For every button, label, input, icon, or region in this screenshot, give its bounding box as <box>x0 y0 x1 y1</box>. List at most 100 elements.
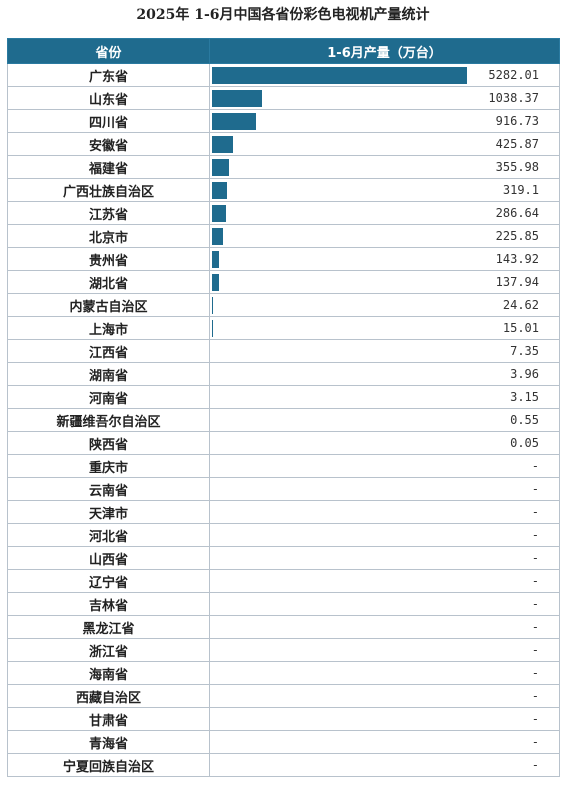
production-cell: - <box>209 753 560 777</box>
table-row: 西藏自治区 - <box>7 684 560 708</box>
table-row: 内蒙古自治区 24.62 <box>7 293 560 317</box>
production-value: 137.94 <box>495 275 539 289</box>
production-value: 319.1 <box>502 183 539 197</box>
production-value: 15.01 <box>502 321 539 335</box>
chart-title: 2025年 1-6月中国各省份彩色电视机产量统计 <box>136 7 430 23</box>
production-value: - <box>531 643 539 657</box>
production-bar <box>212 136 233 153</box>
production-cell: - <box>209 615 560 639</box>
production-value: - <box>531 459 539 473</box>
production-value: - <box>531 505 539 519</box>
province-label: 青海省 <box>7 730 210 754</box>
production-value: 355.98 <box>495 160 539 174</box>
province-label: 北京市 <box>7 224 210 248</box>
production-cell: - <box>209 638 560 662</box>
production-value: 916.73 <box>495 114 539 128</box>
table-row: 广西壮族自治区 319.1 <box>7 178 560 202</box>
table-row: 黑龙江省 - <box>7 615 560 639</box>
production-cell: 3.96 <box>209 362 560 386</box>
table-row: 宁夏回族自治区 - <box>7 753 560 777</box>
table-row: 福建省 355.98 <box>7 155 560 179</box>
production-bar <box>212 182 227 199</box>
production-bar <box>212 274 219 291</box>
production-bar <box>212 320 213 337</box>
production-cell: - <box>209 707 560 731</box>
production-value: 24.62 <box>502 298 539 312</box>
production-bar <box>212 67 467 84</box>
table-row: 河北省 - <box>7 523 560 547</box>
province-label: 贵州省 <box>7 247 210 271</box>
table-row: 贵州省 143.92 <box>7 247 560 271</box>
table-row: 江苏省 286.64 <box>7 201 560 225</box>
province-column-header: 省份 <box>7 38 210 64</box>
production-bar <box>212 251 219 268</box>
production-cell: 24.62 <box>209 293 560 317</box>
table-row: 湖南省 3.96 <box>7 362 560 386</box>
production-value: - <box>531 689 539 703</box>
production-cell: 7.35 <box>209 339 560 363</box>
production-cell: 225.85 <box>209 224 560 248</box>
production-value: - <box>531 712 539 726</box>
province-label: 江西省 <box>7 339 210 363</box>
table-row: 甘肃省 - <box>7 707 560 731</box>
table-row: 北京市 225.85 <box>7 224 560 248</box>
production-value: - <box>531 758 539 772</box>
production-value: - <box>531 528 539 542</box>
province-label: 吉林省 <box>7 592 210 616</box>
production-value: 3.15 <box>510 390 539 404</box>
table-row: 新疆维吾尔自治区 0.55 <box>7 408 560 432</box>
production-value: 0.05 <box>510 436 539 450</box>
table-row: 青海省 - <box>7 730 560 754</box>
production-cell: - <box>209 592 560 616</box>
production-cell: - <box>209 523 560 547</box>
province-label: 河南省 <box>7 385 210 409</box>
production-cell: 286.64 <box>209 201 560 225</box>
province-label: 云南省 <box>7 477 210 501</box>
production-value: 143.92 <box>495 252 539 266</box>
table-row: 辽宁省 - <box>7 569 560 593</box>
province-label: 福建省 <box>7 155 210 179</box>
table-row: 海南省 - <box>7 661 560 685</box>
production-cell: - <box>209 546 560 570</box>
production-table: 省份 1-6月产量（万台） 广东省 5282.01 山东省 1038.37 四川省 916… <box>7 38 560 777</box>
production-cell: - <box>209 684 560 708</box>
table-row: 山东省 1038.37 <box>7 86 560 110</box>
production-cell: 355.98 <box>209 155 560 179</box>
production-cell: 143.92 <box>209 247 560 271</box>
production-value: - <box>531 574 539 588</box>
table-row: 重庆市 - <box>7 454 560 478</box>
production-cell: 0.55 <box>209 408 560 432</box>
province-label: 陕西省 <box>7 431 210 455</box>
province-label: 海南省 <box>7 661 210 685</box>
province-label: 上海市 <box>7 316 210 340</box>
province-label: 山东省 <box>7 86 210 110</box>
table-row: 江西省 7.35 <box>7 339 560 363</box>
production-bar <box>212 90 262 107</box>
production-cell: - <box>209 477 560 501</box>
production-cell: - <box>209 661 560 685</box>
production-bar <box>212 159 229 176</box>
production-value: 0.55 <box>510 413 539 427</box>
table-row: 上海市 15.01 <box>7 316 560 340</box>
province-label: 安徽省 <box>7 132 210 156</box>
province-label: 内蒙古自治区 <box>7 293 210 317</box>
production-bar <box>212 113 256 130</box>
production-cell: - <box>209 569 560 593</box>
table-row: 湖北省 137.94 <box>7 270 560 294</box>
production-cell: 1038.37 <box>209 86 560 110</box>
production-column-header: 1-6月产量（万台） <box>209 38 560 64</box>
table-row: 云南省 - <box>7 477 560 501</box>
province-label: 重庆市 <box>7 454 210 478</box>
production-cell: 916.73 <box>209 109 560 133</box>
province-label: 西藏自治区 <box>7 684 210 708</box>
production-value: - <box>531 482 539 496</box>
production-value: 5282.01 <box>488 68 539 82</box>
province-label: 天津市 <box>7 500 210 524</box>
table-row: 四川省 916.73 <box>7 109 560 133</box>
table-row: 河南省 3.15 <box>7 385 560 409</box>
production-cell: - <box>209 454 560 478</box>
production-cell: 5282.01 <box>209 63 560 87</box>
production-cell: 3.15 <box>209 385 560 409</box>
production-cell: 0.05 <box>209 431 560 455</box>
production-cell: - <box>209 500 560 524</box>
